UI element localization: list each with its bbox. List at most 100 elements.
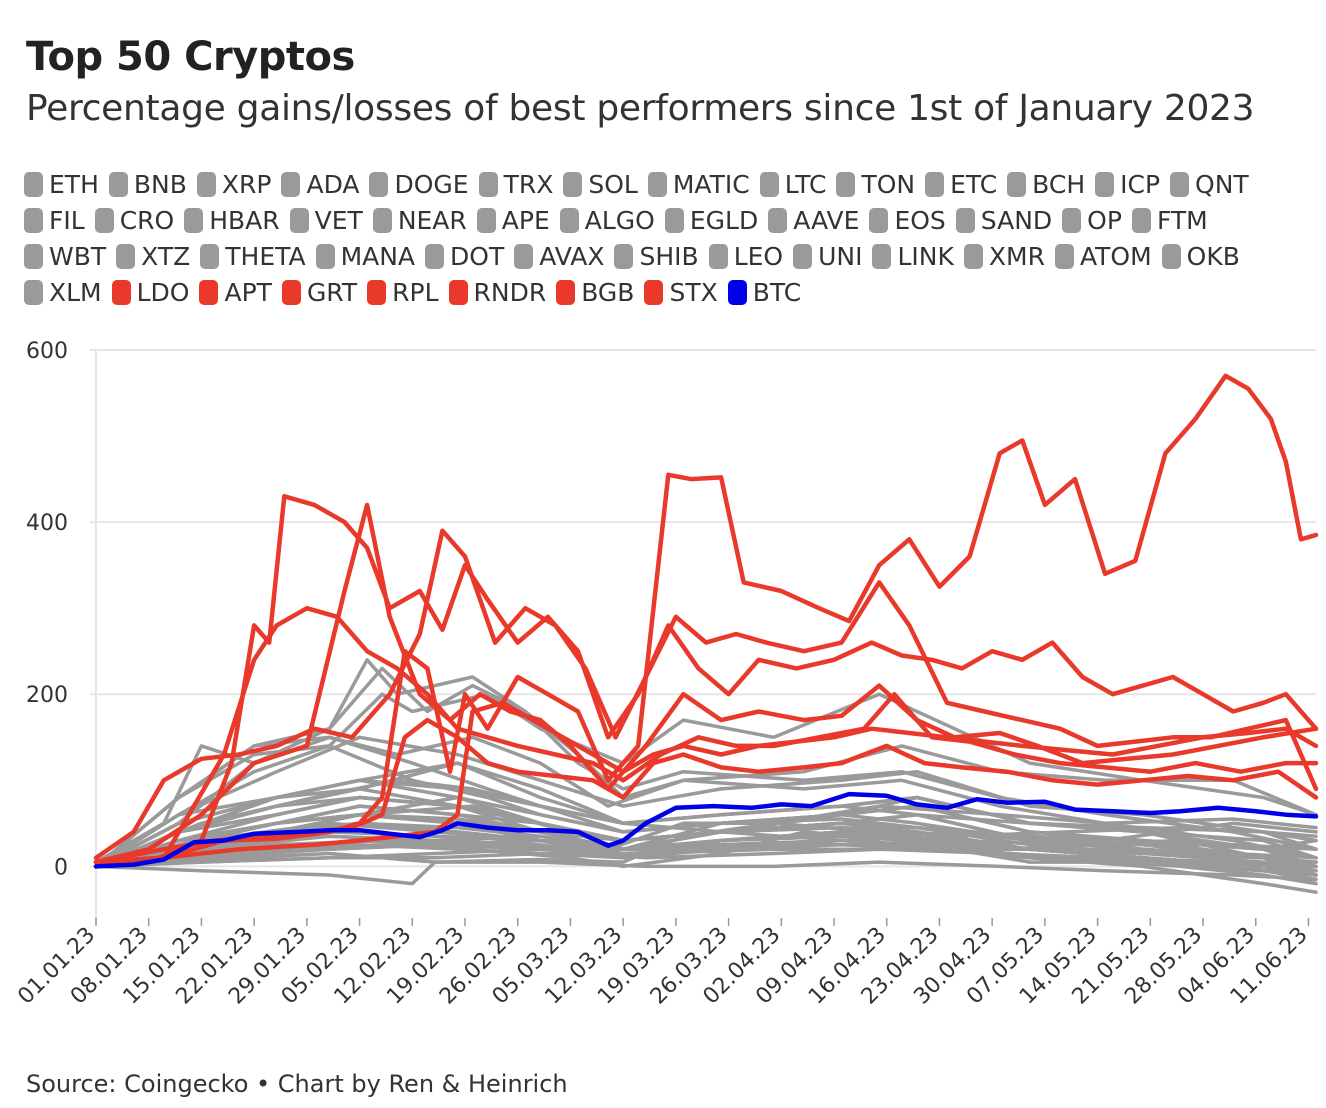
legend-item-rpl[interactable]: RPL bbox=[367, 277, 439, 307]
legend-item-vet[interactable]: VET bbox=[289, 206, 363, 235]
series-line-ldo[interactable] bbox=[93, 502, 1319, 865]
series-line-ton[interactable] bbox=[94, 860, 1318, 886]
legend-label: FTM bbox=[1156, 205, 1208, 235]
legend-item-grt[interactable]: GRT bbox=[281, 278, 357, 307]
legend-item-bgb[interactable]: BGB bbox=[556, 278, 634, 307]
legend-label: APE bbox=[501, 205, 550, 235]
legend-item-xtz[interactable]: XTZ bbox=[116, 242, 190, 271]
legend-swatch bbox=[200, 243, 220, 269]
legend-label: XMR bbox=[988, 241, 1045, 271]
legend-swatch bbox=[24, 279, 43, 305]
legend-swatch bbox=[184, 207, 204, 233]
chart-subtitle: Percentage gains/losses of best performe… bbox=[26, 88, 1255, 129]
legend-label: AAVE bbox=[793, 205, 860, 235]
legend-row: XLM LDO APT GRT RPL RNDR BGB STX BTC bbox=[24, 274, 1314, 310]
legend-item-algo[interactable]: ALGO bbox=[559, 206, 655, 235]
legend-item-egld[interactable]: EGLD bbox=[664, 206, 758, 235]
legend-item-ldo[interactable]: LDO bbox=[111, 278, 189, 307]
legend-item-xrp[interactable]: XRP bbox=[196, 169, 272, 199]
legend-swatch bbox=[556, 279, 576, 305]
legend-label: RPL bbox=[392, 277, 439, 307]
legend-row: ETH BNB XRP ADA DOGE TRX SOL MATIC LTC TON ETC BCH I… bbox=[24, 166, 1314, 202]
legend-item-sand[interactable]: SAND bbox=[955, 205, 1053, 235]
legend-item-okb[interactable]: OKB bbox=[1161, 241, 1240, 271]
legend-item-icp[interactable]: ICP bbox=[1095, 170, 1160, 199]
legend-item-sol[interactable]: SOL bbox=[563, 170, 638, 199]
legend-item-dot[interactable]: DOT bbox=[425, 242, 504, 271]
series-line-grt[interactable] bbox=[93, 717, 1319, 865]
legend-item-ltc[interactable]: LTC bbox=[759, 170, 826, 199]
legend-label: SAND bbox=[980, 205, 1053, 235]
legend-label: OKB bbox=[1186, 241, 1240, 271]
legend-item-rndr[interactable]: RNDR bbox=[448, 278, 546, 307]
legend-item-eth[interactable]: ETH bbox=[24, 170, 99, 199]
legend-label: MATIC bbox=[672, 169, 750, 199]
series-line-rpl[interactable] bbox=[93, 528, 1319, 861]
legend-item-op[interactable]: OP bbox=[1062, 206, 1122, 235]
legend-swatch bbox=[199, 279, 219, 305]
legend-item-eos[interactable]: EOS bbox=[869, 205, 946, 235]
legend-swatch bbox=[24, 171, 43, 197]
legend-label: ETH bbox=[49, 169, 99, 199]
legend-item-hbar[interactable]: HBAR bbox=[184, 206, 280, 235]
legend-item-aave[interactable]: AAVE bbox=[768, 206, 859, 235]
series-line-okb[interactable] bbox=[94, 778, 1318, 869]
legend-swatch bbox=[955, 207, 975, 233]
series-line-rndr[interactable] bbox=[93, 494, 1319, 869]
legend-item-cro[interactable]: CRO bbox=[94, 206, 174, 235]
legend-swatch bbox=[94, 207, 114, 233]
legend-swatch bbox=[476, 207, 496, 233]
legend-swatch bbox=[478, 171, 498, 197]
legend-item-stx[interactable]: STX bbox=[644, 278, 718, 307]
legend-item-bnb[interactable]: BNB bbox=[108, 170, 187, 199]
legend-label: UNI bbox=[818, 241, 863, 271]
legend-label: TON bbox=[861, 169, 916, 199]
legend-item-leo[interactable]: LEO bbox=[708, 242, 783, 271]
legend-item-shib[interactable]: SHIB bbox=[614, 242, 699, 271]
legend-label: MANA bbox=[340, 241, 416, 271]
legend-item-atom[interactable]: ATOM bbox=[1054, 241, 1152, 271]
legend-label: DOT bbox=[450, 241, 505, 271]
legend-row: FIL CRO HBAR VET NEAR APE ALGO EGLD AAVE EOS SAND O… bbox=[24, 202, 1314, 238]
legend-item-btc[interactable]: BTC bbox=[727, 278, 801, 307]
legend-label: ATOM bbox=[1079, 241, 1152, 271]
series-line-btc[interactable] bbox=[93, 791, 1319, 869]
axes: 020040060001.01.2308.01.2315.01.2322.01.… bbox=[13, 339, 1312, 1010]
legend-item-ada[interactable]: ADA bbox=[281, 170, 359, 199]
legend-label: EOS bbox=[894, 205, 946, 235]
legend-item-apt[interactable]: APT bbox=[199, 278, 272, 307]
legend-item-matic[interactable]: MATIC bbox=[647, 169, 750, 199]
y-tick-label: 600 bbox=[26, 339, 68, 364]
legend-item-ape[interactable]: APE bbox=[476, 205, 550, 235]
legend-swatch bbox=[514, 243, 534, 269]
series-line-xmr[interactable] bbox=[94, 843, 1318, 869]
legend-item-mana[interactable]: MANA bbox=[315, 241, 416, 271]
legend-item-etc[interactable]: ETC bbox=[925, 170, 997, 199]
series-line-xlm[interactable] bbox=[94, 834, 1318, 869]
legend-item-ftm[interactable]: FTM bbox=[1131, 205, 1208, 235]
legend-item-bch[interactable]: BCH bbox=[1007, 170, 1085, 199]
legend-item-qnt[interactable]: QNT bbox=[1170, 170, 1249, 199]
legend-item-doge[interactable]: DOGE bbox=[369, 170, 469, 199]
legend-item-wbt[interactable]: WBT bbox=[24, 242, 106, 271]
legend-swatch bbox=[1062, 207, 1082, 233]
series-line-stx[interactable] bbox=[93, 373, 1319, 865]
legend-item-uni[interactable]: UNI bbox=[793, 242, 862, 271]
legend-swatch bbox=[644, 279, 664, 305]
chart-source: Source: Coingecko • Chart by Ren & Heinr… bbox=[26, 1070, 568, 1098]
legend-item-link[interactable]: LINK bbox=[872, 242, 954, 271]
legend-item-trx[interactable]: TRX bbox=[478, 170, 553, 199]
legend-item-theta[interactable]: THETA bbox=[200, 242, 306, 271]
legend-swatch bbox=[759, 171, 779, 197]
legend-item-avax[interactable]: AVAX bbox=[514, 242, 604, 271]
legend-label: ADA bbox=[306, 169, 360, 199]
legend-swatch bbox=[963, 243, 983, 269]
legend-item-xlm[interactable]: XLM bbox=[24, 278, 102, 307]
legend-item-ton[interactable]: TON bbox=[836, 170, 915, 199]
legend-item-xmr[interactable]: XMR bbox=[963, 241, 1045, 271]
legend-item-fil[interactable]: FIL bbox=[24, 206, 85, 235]
legend-swatch bbox=[315, 243, 335, 269]
legend-item-near[interactable]: NEAR bbox=[372, 206, 467, 235]
legend-label: XRP bbox=[221, 169, 272, 199]
series-line-link[interactable] bbox=[94, 812, 1318, 869]
